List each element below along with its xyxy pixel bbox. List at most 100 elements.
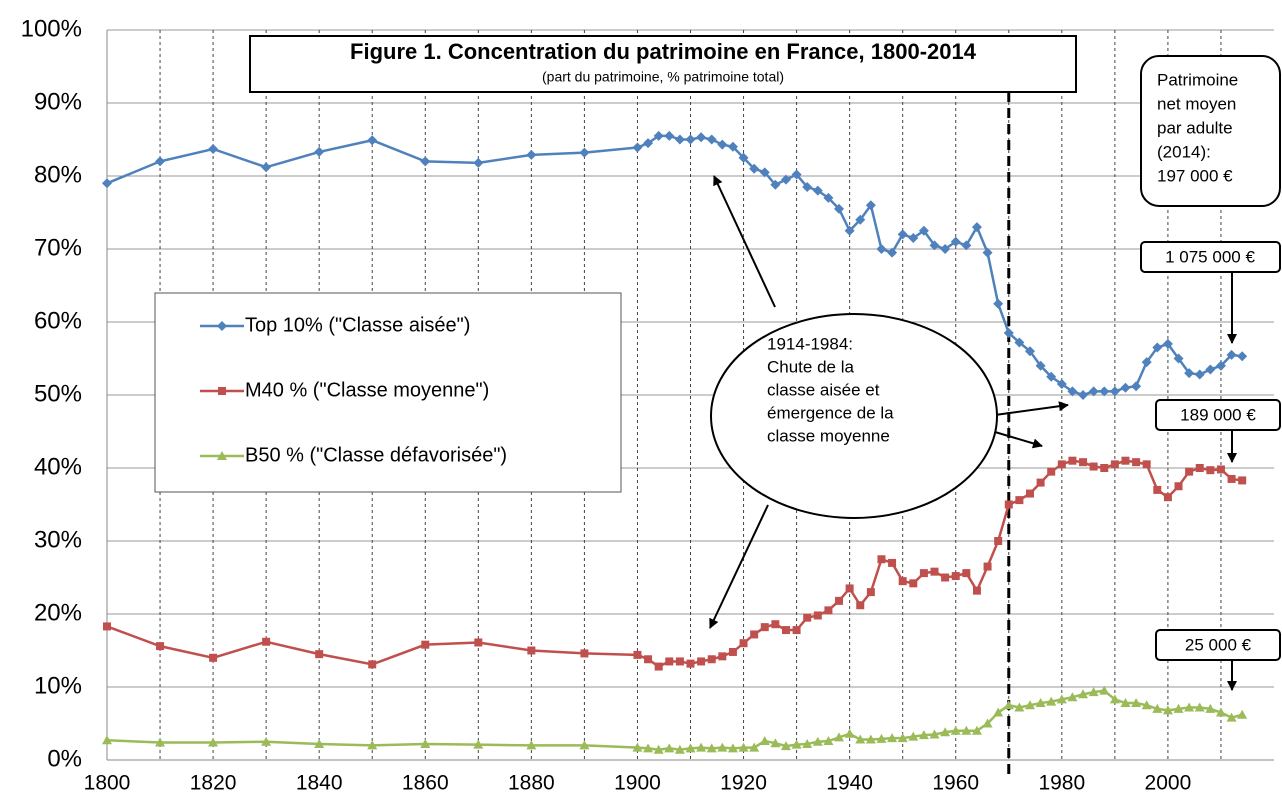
marker <box>1014 702 1025 712</box>
marker <box>919 569 928 578</box>
marker <box>993 298 1004 309</box>
marker <box>643 743 654 753</box>
marker <box>685 134 696 145</box>
marker <box>696 132 707 143</box>
marker <box>156 642 165 651</box>
marker <box>727 743 738 753</box>
marker <box>1194 702 1205 712</box>
marker <box>1100 464 1109 472</box>
marker <box>835 596 844 605</box>
marker <box>218 387 226 395</box>
marker <box>474 638 483 647</box>
marker <box>1173 353 1184 364</box>
marker <box>526 740 537 750</box>
marker <box>1226 349 1237 360</box>
marker <box>1238 476 1247 485</box>
average-box <box>1140 55 1281 207</box>
marker <box>579 147 590 158</box>
marker <box>803 613 812 622</box>
average-text: 197 000 € <box>1157 166 1233 185</box>
marker <box>1162 705 1173 715</box>
marker <box>664 743 675 753</box>
marker <box>367 135 378 146</box>
marker <box>155 737 166 747</box>
marker <box>982 247 993 258</box>
marker <box>1184 702 1195 712</box>
marker <box>1131 698 1142 708</box>
marker <box>1237 709 1248 719</box>
marker <box>962 569 971 578</box>
marker <box>1057 460 1066 469</box>
note: 1914-1984: Chute de la classe aisée et émer… <box>767 334 894 445</box>
marker <box>770 179 781 190</box>
marker <box>749 742 760 752</box>
marker <box>983 562 992 571</box>
marker <box>1004 500 1013 509</box>
marker <box>1014 337 1025 348</box>
x-tick-label: 1940 <box>826 772 873 795</box>
plot <box>102 130 1248 754</box>
marker <box>217 321 227 331</box>
marker <box>898 577 907 586</box>
marker <box>1162 338 1173 349</box>
average-note: Patrimoine net moyen par adulte (2014): 197 … <box>1157 70 1238 185</box>
marker <box>473 739 484 749</box>
marker <box>1205 364 1216 375</box>
marker <box>1216 465 1225 474</box>
marker <box>653 130 664 141</box>
average-text: net moyen <box>1157 94 1236 113</box>
y-tick-label: 50% <box>34 380 82 407</box>
title-box <box>249 35 1077 93</box>
marker <box>856 601 865 610</box>
y-tick-label: 60% <box>34 307 82 334</box>
marker <box>781 626 790 635</box>
marker <box>844 728 855 738</box>
marker <box>632 142 643 153</box>
marker <box>728 647 737 656</box>
marker <box>908 233 919 244</box>
marker <box>1142 460 1151 469</box>
marker <box>876 244 887 254</box>
marker <box>527 646 536 655</box>
marker <box>217 451 227 460</box>
marker <box>1099 685 1110 695</box>
marker <box>780 741 791 751</box>
callout-text: 25 000 € <box>1185 635 1252 654</box>
x-tick-label: 1920 <box>720 772 767 795</box>
marker <box>1078 689 1089 699</box>
arrow <box>709 504 769 629</box>
marker <box>738 742 749 752</box>
marker <box>1025 489 1034 498</box>
marker <box>802 181 813 192</box>
marker <box>961 725 972 735</box>
marker <box>314 146 325 157</box>
marker <box>1067 386 1078 397</box>
marker <box>897 733 908 743</box>
note-text: classe aisée et <box>767 380 880 399</box>
marker <box>421 640 430 649</box>
marker <box>1237 351 1248 362</box>
marker <box>1152 342 1163 353</box>
marker <box>473 157 484 168</box>
marker <box>918 730 929 740</box>
marker <box>1067 692 1078 702</box>
grid: 0% 10% 20% 30% 40% 50% 60% 70% 80% 90% 100% 1800 182… <box>21 15 1274 795</box>
marker <box>930 567 939 576</box>
marker <box>155 156 166 167</box>
x-tick-label: 1840 <box>296 772 343 795</box>
marker <box>1215 360 1226 371</box>
average-text: (2014): <box>1157 142 1211 161</box>
marker <box>644 655 653 664</box>
marker <box>1056 379 1067 390</box>
marker <box>706 743 717 753</box>
marker <box>1153 485 1162 494</box>
marker <box>812 185 823 196</box>
y-tick-label: 100% <box>21 15 82 42</box>
marker <box>855 214 866 225</box>
marker <box>940 244 951 254</box>
callout-text: 189 000 € <box>1180 405 1256 424</box>
marker <box>791 739 802 749</box>
marker <box>261 162 272 173</box>
marker <box>1215 707 1226 717</box>
y-tick-label: 80% <box>34 161 82 188</box>
